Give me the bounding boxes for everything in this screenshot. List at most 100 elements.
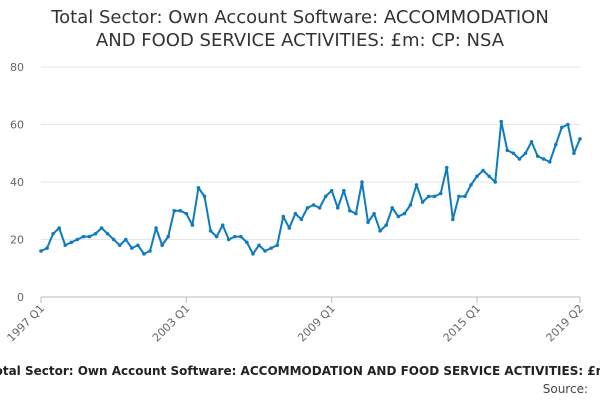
data-point[interactable] [335, 206, 340, 210]
data-point[interactable] [287, 226, 292, 230]
data-point[interactable] [154, 226, 158, 230]
data-point[interactable] [136, 243, 140, 248]
data-point[interactable] [184, 211, 189, 216]
data-point[interactable] [105, 231, 110, 236]
y-tick-label-60: 60 [10, 119, 24, 132]
data-point[interactable] [426, 194, 431, 199]
data-point[interactable] [226, 237, 231, 242]
data-point[interactable] [378, 229, 382, 233]
data-point[interactable] [390, 206, 395, 210]
data-point[interactable] [93, 231, 98, 236]
data-point[interactable] [408, 203, 413, 207]
x-tick-label-0: 1997 Q1 [5, 302, 48, 345]
source-label: Source: [542, 382, 588, 396]
data-point[interactable] [529, 139, 534, 144]
data-point[interactable] [402, 211, 407, 216]
y-axis: 0 20 40 60 80 [10, 61, 24, 304]
data-point[interactable] [69, 240, 74, 245]
data-point[interactable] [499, 119, 504, 124]
data-point[interactable] [578, 137, 582, 141]
data-point[interactable] [214, 234, 219, 239]
data-point[interactable] [57, 226, 61, 230]
chart-title-line-1: Total Sector: Own Account Software: ACCO… [51, 7, 549, 28]
data-point[interactable] [257, 243, 261, 248]
data-point[interactable] [87, 234, 92, 239]
data-point[interactable] [239, 234, 243, 239]
data-point[interactable] [342, 188, 346, 193]
data-point[interactable] [505, 148, 510, 153]
data-point[interactable] [420, 200, 425, 204]
data-point[interactable] [220, 223, 225, 227]
data-point[interactable] [232, 234, 237, 239]
data-point[interactable] [469, 183, 473, 187]
data-point[interactable] [51, 231, 55, 236]
data-point[interactable] [111, 237, 116, 242]
data-point[interactable] [317, 206, 322, 210]
y-tick-label-80: 80 [10, 61, 24, 74]
data-point[interactable] [245, 240, 249, 245]
data-point[interactable] [208, 229, 213, 233]
data-point[interactable] [148, 249, 152, 253]
series-layer [39, 119, 582, 256]
data-point[interactable] [63, 243, 68, 248]
data-point[interactable] [75, 237, 80, 242]
data-point[interactable] [444, 165, 449, 170]
data-point[interactable] [463, 194, 467, 199]
data-point[interactable] [160, 243, 164, 248]
data-point[interactable] [45, 246, 49, 250]
data-point[interactable] [487, 174, 491, 179]
data-point[interactable] [547, 160, 552, 164]
data-point[interactable] [281, 214, 286, 219]
data-point[interactable] [384, 223, 389, 227]
data-point[interactable] [323, 194, 328, 199]
data-point[interactable] [457, 194, 461, 199]
data-point[interactable] [372, 211, 376, 216]
data-point[interactable] [348, 208, 352, 213]
x-tick-label-3: 2015 Q1 [441, 302, 484, 345]
data-point[interactable] [432, 194, 437, 199]
data-point[interactable] [511, 151, 516, 156]
x-axis: 1997 Q1 2003 Q1 2009 Q1 2015 Q1 2019 Q2 [5, 297, 586, 345]
data-point[interactable] [438, 191, 443, 196]
data-point[interactable] [360, 180, 364, 184]
data-point[interactable] [142, 252, 146, 256]
data-point[interactable] [311, 203, 316, 207]
data-point[interactable] [196, 185, 201, 190]
data-point[interactable] [329, 188, 334, 193]
data-point[interactable] [178, 208, 183, 213]
data-point[interactable] [553, 142, 558, 147]
data-point[interactable] [39, 249, 43, 253]
data-point[interactable] [299, 217, 304, 222]
data-point[interactable] [251, 252, 255, 256]
data-point[interactable] [81, 234, 86, 239]
data-point[interactable] [560, 125, 564, 130]
data-point[interactable] [414, 183, 419, 187]
data-point[interactable] [123, 237, 128, 242]
data-point[interactable] [523, 151, 528, 156]
data-point[interactable] [541, 157, 546, 161]
data-point[interactable] [99, 226, 104, 230]
data-point[interactable] [366, 220, 370, 225]
data-point[interactable] [117, 243, 122, 248]
data-point[interactable] [305, 206, 310, 210]
data-point[interactable] [275, 243, 279, 248]
data-point[interactable] [202, 194, 207, 199]
data-point[interactable] [269, 246, 273, 250]
data-point[interactable] [396, 214, 401, 219]
data-point[interactable] [263, 249, 267, 253]
data-point[interactable] [493, 180, 498, 184]
chart-title: Total Sector: Own Account Software: ACCO… [0, 6, 600, 52]
data-point[interactable] [535, 154, 540, 158]
data-point[interactable] [130, 246, 134, 250]
data-point[interactable] [293, 211, 298, 216]
data-point[interactable] [190, 223, 195, 227]
data-point[interactable] [481, 168, 485, 173]
data-point[interactable] [572, 151, 576, 156]
data-point[interactable] [354, 211, 358, 216]
data-point[interactable] [475, 174, 479, 179]
data-point[interactable] [451, 217, 455, 222]
data-point[interactable] [172, 208, 177, 213]
data-point[interactable] [566, 122, 570, 127]
data-point[interactable] [517, 157, 522, 161]
data-point[interactable] [166, 234, 170, 239]
